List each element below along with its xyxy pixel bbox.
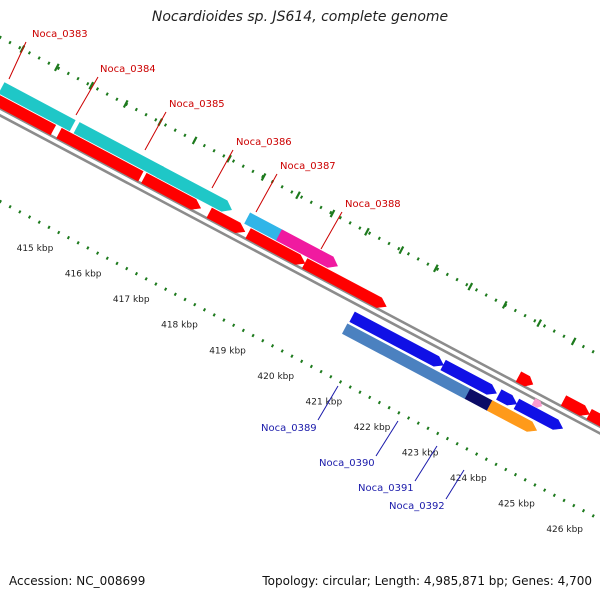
outer-major-tick	[501, 300, 508, 309]
gene-red-a[interactable]	[0, 95, 57, 136]
gene-red-e[interactable]	[245, 228, 306, 265]
scale-tick-label: 417 kbp	[113, 295, 150, 305]
label-callout-line	[8, 41, 27, 80]
gene-cyan-a[interactable]	[0, 82, 76, 132]
gene-blue-a[interactable]	[349, 311, 444, 367]
gene-magenta[interactable]	[275, 229, 338, 268]
outer-major-tick	[191, 136, 198, 145]
gene-red-d[interactable]	[206, 207, 246, 234]
outer-major-tick	[536, 319, 543, 328]
label-callout-line	[255, 173, 278, 213]
gene-label-reverse[interactable]: Noca_0391	[358, 483, 414, 494]
outer-tick-track	[0, 35, 600, 358]
outer-major-tick	[570, 337, 577, 346]
scale-tick-label: 423 kbp	[402, 448, 439, 458]
gene-cyan-c[interactable]	[155, 165, 232, 212]
gene-orange[interactable]	[486, 400, 538, 432]
outer-major-tick	[398, 246, 405, 255]
outer-major-tick	[467, 282, 474, 291]
scale-tick-label: 426 kbp	[546, 525, 583, 535]
outer-major-tick	[432, 264, 439, 273]
label-callout-line	[375, 420, 399, 457]
label-callout-line	[317, 385, 339, 421]
scale-tick-label: 420 kbp	[257, 372, 294, 382]
map-title: Nocardioides sp. JS614, complete genome	[151, 9, 449, 25]
gene-label-forward[interactable]: Noca_0384	[100, 64, 156, 75]
scale-tick-label: 415 kbp	[17, 244, 54, 254]
scale-tick-label: 419 kbp	[209, 346, 246, 356]
outer-major-tick	[226, 154, 232, 163]
label-callout-line	[144, 111, 167, 151]
label-callout-line	[414, 445, 438, 482]
outer-major-tick	[53, 63, 60, 72]
genome-backbone	[0, 113, 600, 435]
label-callout-line	[445, 469, 465, 500]
outer-major-tick	[329, 209, 336, 218]
gene-red-h[interactable]	[560, 395, 590, 416]
gene-red-g[interactable]	[515, 371, 534, 387]
gene-label-forward[interactable]: Noca_0387	[280, 161, 336, 172]
gene-blue-d[interactable]	[513, 398, 564, 430]
genome-summary: Topology: circular; Length: 4,985,871 bp…	[262, 574, 592, 588]
gene-label-reverse[interactable]: Noca_0392	[389, 501, 445, 512]
scale-tick-label: 416 kbp	[65, 270, 102, 280]
outer-major-tick	[295, 191, 301, 200]
label-callout-line	[211, 149, 234, 189]
gene-label-forward[interactable]: Noca_0385	[169, 99, 225, 110]
gene-blue-c[interactable]	[496, 389, 518, 406]
label-callout-line	[75, 76, 99, 116]
gene-pink[interactable]	[531, 398, 543, 408]
scale-tick-label: 422 kbp	[354, 423, 391, 433]
label-callout-line	[320, 211, 343, 250]
gene-label-forward[interactable]: Noca_0388	[345, 199, 401, 210]
scale-tick-label: 418 kbp	[161, 321, 198, 331]
outer-major-tick	[364, 227, 370, 236]
gene-label-forward[interactable]: Noca_0383	[32, 29, 88, 40]
gene-red-c[interactable]	[141, 172, 202, 210]
scale-tick-label: 425 kbp	[498, 499, 535, 509]
outer-major-tick	[122, 99, 129, 108]
inner-tick-track	[0, 199, 600, 522]
gene-label-reverse[interactable]: Noca_0389	[261, 423, 317, 434]
gene-blue-b[interactable]	[440, 359, 497, 395]
gene-label-reverse[interactable]: Noca_0390	[319, 458, 375, 469]
scale-tick-label: 421 kbp	[306, 397, 343, 407]
outer-major-tick	[260, 172, 267, 182]
genome-backbone	[0, 107, 600, 429]
gene-label-forward[interactable]: Noca_0386	[236, 137, 292, 148]
gene-red-i[interactable]	[586, 408, 600, 433]
scale-tick-label: 424 kbp	[450, 474, 487, 484]
gene-red-b[interactable]	[56, 127, 144, 182]
outer-major-tick	[88, 81, 95, 90]
gene-red-f[interactable]	[301, 258, 387, 308]
gene-steel[interactable]	[341, 323, 471, 400]
accession-text: Accession: NC_008699	[9, 574, 146, 588]
